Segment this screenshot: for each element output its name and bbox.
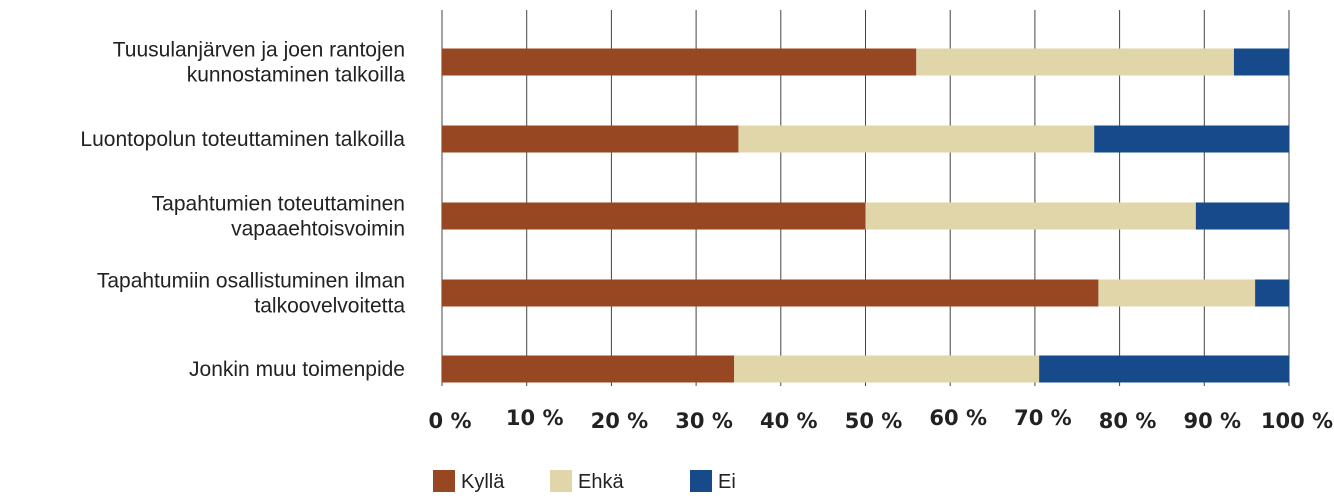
bars bbox=[442, 48, 1289, 383]
bar-segment bbox=[865, 202, 1196, 230]
x-axis-tick-labels: 0 % 10 % 20 % 30 % 40 % 50 % 60 % 70 % 80 % 90 % 1… bbox=[429, 406, 1334, 433]
bar-segment bbox=[734, 355, 1040, 383]
x-tick-label: 10 % bbox=[506, 406, 564, 430]
legend: Kyllä Ehkä Ei bbox=[433, 470, 736, 493]
bar-segment bbox=[738, 125, 1095, 153]
x-tick-label: 0 % bbox=[429, 409, 472, 433]
category-label: talkoovelvoitetta bbox=[254, 295, 405, 318]
category-label: Tapahtumiin osallistuminen ilman bbox=[97, 270, 405, 293]
legend-swatch bbox=[690, 470, 712, 492]
bar-segment bbox=[442, 279, 1099, 307]
x-tick-label: 20 % bbox=[591, 409, 649, 433]
legend-swatch bbox=[550, 470, 572, 492]
category-label: Tapahtumien toteuttaminen bbox=[152, 193, 405, 216]
bar-segment bbox=[442, 355, 735, 383]
category-label: Jonkin muu toimenpide bbox=[189, 358, 405, 381]
bar-segment bbox=[1195, 202, 1289, 230]
bar-segment bbox=[442, 125, 739, 153]
bar-segment bbox=[1233, 48, 1289, 76]
bar-segment bbox=[1098, 279, 1256, 307]
category-label: Luontopolun toteuttaminen talkoilla bbox=[80, 128, 405, 151]
category-label: vapaaehtoisvoimin bbox=[231, 218, 405, 241]
bar-segment bbox=[916, 48, 1234, 76]
bar-segment bbox=[1255, 279, 1289, 307]
legend-swatch bbox=[433, 470, 455, 492]
x-tick-label: 90 % bbox=[1184, 409, 1242, 433]
category-label: kunnostaminen talkoilla bbox=[187, 64, 406, 87]
legend-label: Ei bbox=[718, 471, 736, 493]
bar-segment bbox=[442, 48, 917, 76]
category-labels: Tuusulanjärven ja joen rantojenkunnostam… bbox=[80, 39, 405, 382]
x-tick-label: 60 % bbox=[929, 406, 987, 430]
x-tick-label: 50 % bbox=[845, 409, 903, 433]
x-tick-label: 70 % bbox=[1014, 406, 1072, 430]
category-label: Tuusulanjärven ja joen rantojen bbox=[113, 39, 405, 62]
bar-segment bbox=[1039, 355, 1289, 383]
bar-segment bbox=[1094, 125, 1289, 153]
x-tick-label: 40 % bbox=[760, 409, 818, 433]
bar-segment bbox=[442, 202, 866, 230]
legend-label: Kyllä bbox=[461, 471, 505, 493]
x-tick-label: 30 % bbox=[675, 409, 733, 433]
legend-label: Ehkä bbox=[578, 471, 624, 493]
x-tick-label: 80 % bbox=[1099, 409, 1157, 433]
x-tick-label: 100 % bbox=[1261, 409, 1333, 433]
